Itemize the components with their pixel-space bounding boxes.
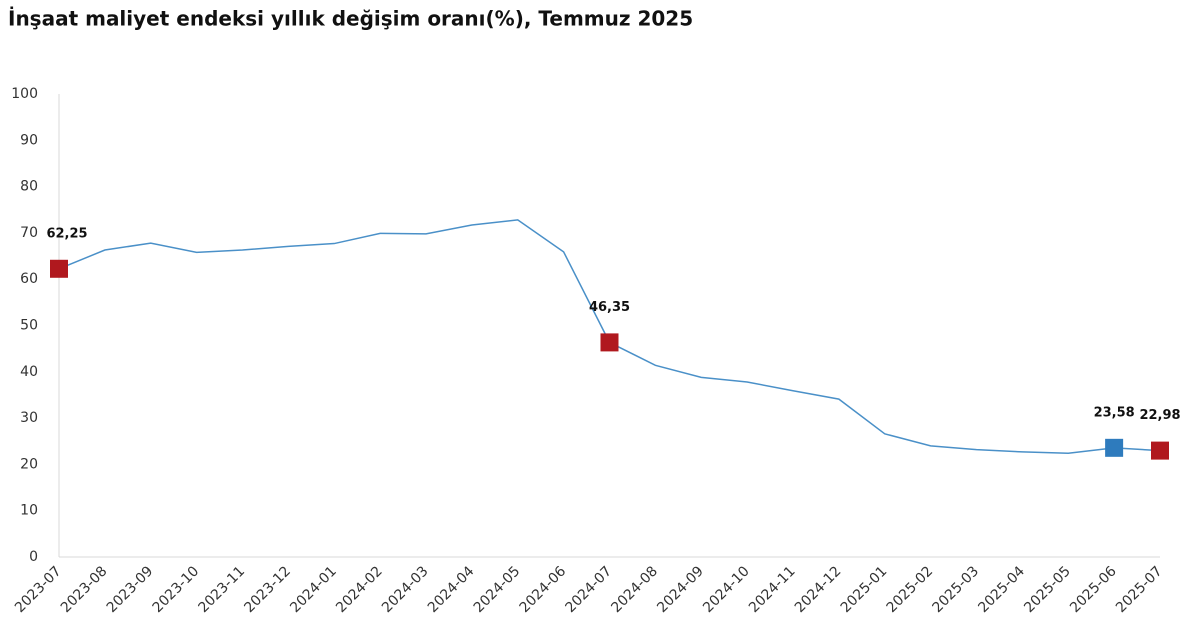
data-label: 22,98 [1139, 408, 1180, 423]
x-tick-label: 2024-01 [287, 563, 340, 616]
x-tick-label: 2024-02 [333, 563, 386, 616]
y-tick-label: 60 [20, 271, 38, 287]
x-tick-label: 2025-07 [1113, 563, 1166, 616]
x-tick-label: 2023-11 [195, 563, 248, 616]
x-tick-label: 2024-06 [517, 563, 570, 616]
x-tick-label: 2025-06 [1067, 563, 1120, 616]
y-tick-label: 70 [20, 225, 38, 241]
x-tick-label: 2023-10 [150, 563, 203, 616]
x-tick-label: 2023-08 [58, 563, 111, 616]
y-tick-label: 40 [20, 364, 38, 380]
x-tick-label: 2025-04 [975, 563, 1028, 616]
y-tick-label: 20 [20, 456, 38, 472]
x-tick-label: 2024-03 [379, 563, 432, 616]
x-tick-label: 2025-02 [884, 563, 937, 616]
y-tick-label: 90 [20, 132, 38, 148]
chart-title: İnşaat maliyet endeksi yıllık değişim or… [8, 7, 693, 31]
x-tick-label: 2023-12 [241, 563, 294, 616]
y-tick-label: 30 [20, 410, 38, 426]
x-tick-label: 2023-09 [104, 563, 157, 616]
marker [1151, 441, 1169, 460]
x-tick-label: 2024-12 [792, 563, 845, 616]
marker [50, 259, 68, 278]
y-tick-label: 10 [20, 503, 38, 519]
x-tick-label: 2023-07 [12, 563, 65, 616]
y-tick-label: 80 [20, 179, 38, 195]
data-label: 46,35 [589, 300, 630, 315]
marker [1105, 438, 1124, 457]
x-tick-label: 2025-05 [1021, 563, 1074, 616]
x-tick-label: 2025-03 [929, 563, 982, 616]
x-tick-label: 2024-05 [471, 563, 524, 616]
y-tick-label: 100 [11, 86, 38, 102]
x-tick-label: 2024-04 [425, 563, 478, 616]
data-label: 62,25 [46, 226, 87, 241]
y-tick-label: 50 [20, 318, 38, 334]
x-tick-label: 2024-11 [746, 563, 799, 616]
marker [600, 333, 619, 352]
data-label: 23,58 [1094, 405, 1135, 420]
x-tick-label: 2024-09 [654, 563, 707, 616]
x-tick-label: 2024-08 [608, 563, 661, 616]
x-tick-label: 2024-10 [700, 563, 753, 616]
x-tick-label: 2024-07 [562, 563, 615, 616]
x-tick-label: 2025-01 [838, 563, 891, 616]
y-tick-label: 0 [29, 549, 38, 565]
